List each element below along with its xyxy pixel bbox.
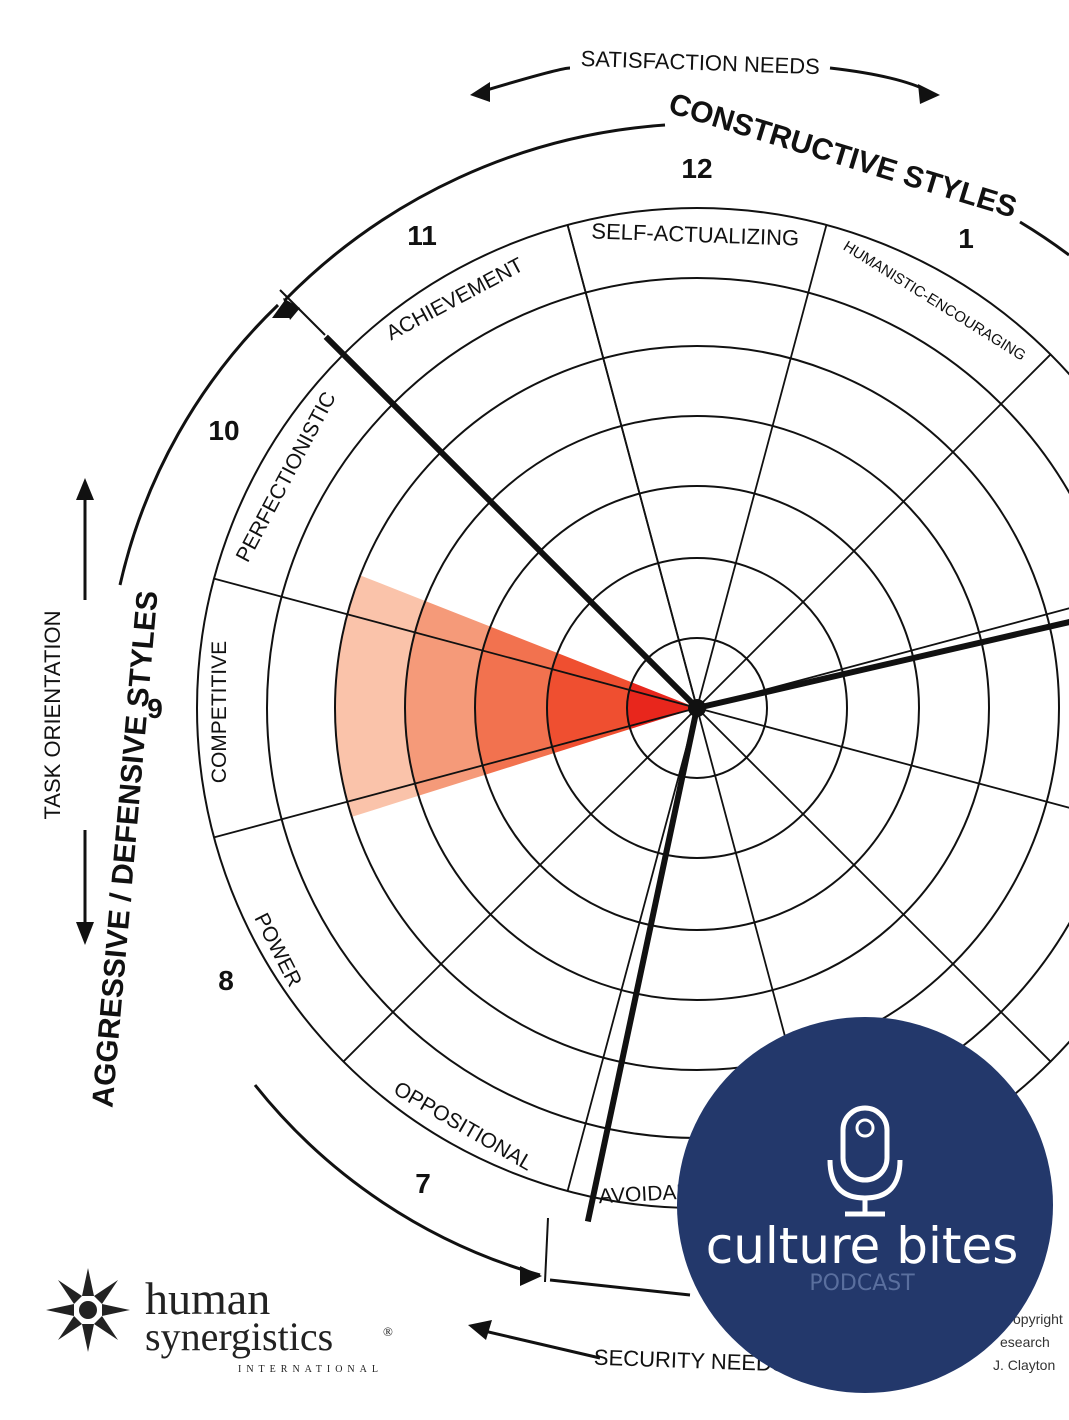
ring-4: [404, 415, 990, 1001]
ring-3: [474, 485, 920, 931]
spoke-6: [696, 707, 1052, 1063]
label-power: POWER: [250, 909, 307, 990]
segment-number-10: 10: [208, 415, 239, 446]
spoke-10: [213, 707, 698, 839]
logo-tagline: INTERNATIONAL: [238, 1364, 383, 1375]
wheel: [196, 207, 1069, 1223]
ring-2: [546, 557, 848, 859]
copyright-line-3: J. Clayton: [993, 1357, 1055, 1373]
ring-1: [626, 637, 768, 779]
label-competitive: COMPETITIVE: [208, 641, 231, 783]
spoke-3: [696, 353, 1052, 709]
segment-number-9: 9: [147, 693, 163, 724]
spoke-8: [566, 707, 698, 1192]
spoke-9: [342, 707, 698, 1063]
label-perfectionistic: PERFECTIONISTIC: [232, 388, 341, 566]
starburst-icon: [46, 1268, 130, 1352]
label-oppositional: OPPOSITIONAL: [390, 1077, 537, 1175]
cluster-divider-1: [323, 334, 700, 711]
copyright-line-1: opyright: [1013, 1311, 1063, 1327]
outer-arrows: [83, 66, 1069, 1360]
podcast-subtitle: PODCAST: [809, 1271, 915, 1296]
arrowheads: [76, 82, 940, 1340]
spoke-11: [213, 577, 698, 709]
segment-number-8: 8: [218, 965, 234, 996]
segment-number-12: 12: [681, 153, 712, 184]
copyright-line-2: esearch: [1000, 1334, 1050, 1350]
segment-number-7: 7: [415, 1168, 431, 1199]
cluster-divider-2: [696, 619, 1069, 711]
spoke-13: [566, 224, 698, 709]
power-shade-band-5: [334, 575, 426, 817]
label-humanistic-encouraging: HUMANISTIC-ENCOURAGING: [840, 238, 1029, 365]
culture-bites-podcast-badge: culture bites PODCAST: [677, 1017, 1053, 1393]
segment-number-1: 1: [958, 223, 974, 254]
microphone-icon: [827, 1105, 903, 1217]
power-shade-band-2: [547, 653, 632, 754]
label-self-actualizing: SELF-ACTUALIZING: [591, 218, 800, 250]
constructive-styles-label: CONSTRUCTIVE STYLES: [665, 87, 1021, 224]
logo-line-human: human: [145, 1273, 270, 1324]
label-achievement: ACHIEVEMENT: [383, 253, 528, 345]
satisfaction-needs-label: SATISFACTION NEEDS: [580, 46, 820, 79]
spoke-2: [696, 224, 828, 709]
power-shade-band-3: [475, 626, 558, 775]
task-orientation-label: TASK ORIENTATION: [40, 610, 65, 819]
power-shade-band-4: [405, 600, 491, 796]
human-synergistics-logo: human synergistics ® INTERNATIONAL: [46, 1268, 393, 1375]
cluster-divider-3: [584, 707, 700, 1223]
center-dot: [688, 699, 706, 717]
podcast-title: culture bites: [706, 1217, 1019, 1275]
aggressive-defensive-label: AGGRESSIVE / DEFENSIVE STYLES: [87, 589, 165, 1108]
spoke-5: [696, 707, 1069, 809]
ring-5: [334, 345, 1060, 1071]
segment-number-11: 11: [407, 220, 437, 251]
logo-registered-mark: ®: [383, 1324, 393, 1339]
logo-line-synergistics: synergistics: [145, 1314, 333, 1359]
spoke-4: [696, 607, 1069, 709]
